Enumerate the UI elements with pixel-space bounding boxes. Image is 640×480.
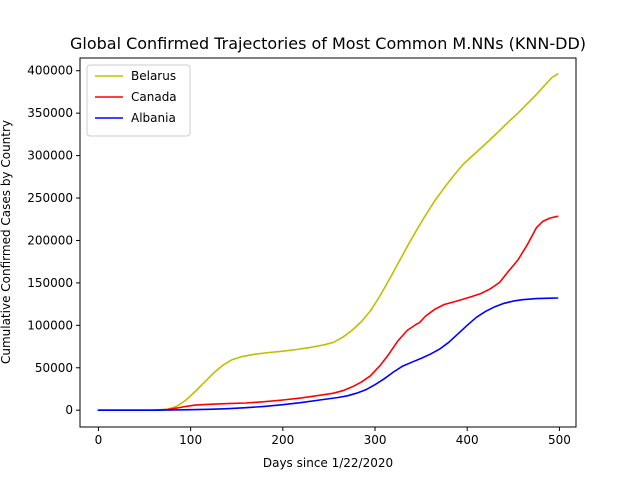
y-tick-label: 50000 — [35, 361, 73, 375]
series-line-belarus — [97, 73, 559, 411]
y-axis: 0 50000 100000 150000 200000 250000 300000 3500… — [27, 64, 80, 417]
x-tick-label: 100 — [179, 433, 202, 447]
plot-lines — [97, 73, 559, 411]
y-tick-label: 300000 — [27, 149, 73, 163]
legend-label-canada: Canada — [131, 90, 177, 104]
x-tick-label: 500 — [548, 433, 571, 447]
x-tick-label: 0 — [95, 433, 103, 447]
x-axis-label: Days since 1/22/2020 — [263, 456, 393, 470]
y-axis-label: Cumulative Confirmed Cases by Country — [0, 120, 13, 364]
y-tick-label: 100000 — [27, 318, 73, 332]
x-tick-label: 200 — [271, 433, 294, 447]
y-tick-label: 350000 — [27, 106, 73, 120]
legend: Belarus Canada Albania — [86, 64, 191, 137]
y-tick-label: 0 — [65, 403, 73, 417]
x-tick-label: 400 — [456, 433, 479, 447]
y-tick-label: 400000 — [27, 64, 73, 78]
y-tick-label: 200000 — [27, 233, 73, 247]
y-tick-label: 250000 — [27, 191, 73, 205]
x-axis: 0 100 200 300 400 500 — [95, 427, 571, 447]
plot-area-frame — [79, 57, 577, 428]
chart-title: Global Confirmed Trajectories of Most Co… — [70, 34, 586, 53]
y-tick-label: 150000 — [27, 276, 73, 290]
x-tick-label: 300 — [364, 433, 387, 447]
series-line-albania — [97, 297, 559, 411]
legend-label-albania: Albania — [131, 111, 176, 125]
series-line-canada — [97, 215, 559, 411]
legend-label-belarus: Belarus — [131, 69, 176, 83]
